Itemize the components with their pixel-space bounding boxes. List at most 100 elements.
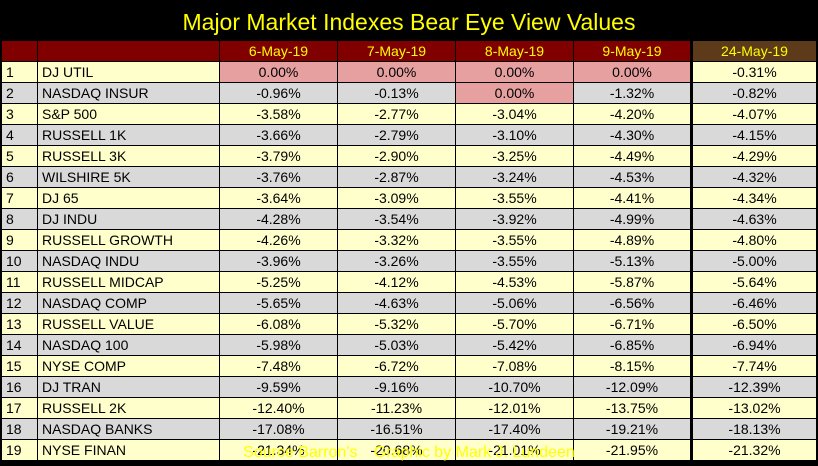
value-cell: -2.77% — [337, 103, 456, 125]
column-header: 24-May-19 — [690, 40, 817, 62]
row-rank: 4 — [1, 124, 38, 146]
index-name: NASDAQ INDU — [37, 250, 220, 272]
value-cell: -3.54% — [337, 208, 456, 230]
table-row: 9 RUSSELL GROWTH -4.26% -3.32% -3.55% -4.89% -… — [1, 229, 817, 251]
value-cell: -13.75% — [573, 397, 692, 419]
value-cell: -4.49% — [573, 145, 692, 167]
value-cell: -4.63% — [337, 292, 456, 314]
value-cell: -21.32% — [690, 439, 817, 461]
header-row: 6-May-19 7-May-19 8-May-19 9-May-19 24-May-1… — [1, 40, 817, 62]
value-cell: -21.34% — [219, 439, 338, 461]
index-name: S&P 500 — [37, 103, 220, 125]
value-cell: -0.31% — [690, 61, 817, 83]
row-rank: 12 — [1, 292, 38, 314]
row-rank: 11 — [1, 271, 38, 293]
value-cell: -4.32% — [690, 166, 817, 188]
table-row: 13 RUSSELL VALUE -6.08% -5.32% -5.70% -6.71% -… — [1, 313, 817, 335]
row-rank: 2 — [1, 82, 38, 104]
value-cell: -3.64% — [219, 187, 338, 209]
value-cell: -5.42% — [455, 334, 574, 356]
value-cell: -3.26% — [337, 250, 456, 272]
column-header: 8-May-19 — [455, 40, 574, 62]
value-cell: -0.96% — [219, 82, 338, 104]
value-cell: -6.85% — [573, 334, 692, 356]
index-name: RUSSELL 3K — [37, 145, 220, 167]
value-cell: -4.07% — [690, 103, 817, 125]
value-cell: -21.01% — [455, 439, 574, 461]
value-cell: -4.15% — [690, 124, 817, 146]
value-cell: -5.13% — [573, 250, 692, 272]
index-name: NASDAQ 100 — [37, 334, 220, 356]
value-cell: -7.74% — [690, 355, 817, 377]
value-cell: -5.70% — [455, 313, 574, 335]
value-cell: -4.20% — [573, 103, 692, 125]
footer-credit: Graphic by Mark J. Lundeen — [373, 444, 575, 461]
value-cell: -3.92% — [455, 208, 574, 230]
value-cell: -4.80% — [690, 229, 817, 251]
row-rank: 18 — [1, 418, 38, 440]
value-cell: -6.56% — [573, 292, 692, 314]
value-cell: -3.55% — [455, 250, 574, 272]
row-rank: 9 — [1, 229, 38, 251]
table-row: 4 RUSSELL 1K -3.66% -2.79% -3.10% -4.30% -4.15… — [1, 124, 817, 146]
value-cell: -4.12% — [337, 271, 456, 293]
value-cell: -11.23% — [337, 397, 456, 419]
value-cell: -19.21% — [573, 418, 692, 440]
index-name: RUSSELL MIDCAP — [37, 271, 220, 293]
value-cell: -6.71% — [573, 313, 692, 335]
value-cell: -3.96% — [219, 250, 338, 272]
value-cell: -18.13% — [690, 418, 817, 440]
value-cell: 0.00% — [573, 61, 692, 83]
value-cell: -0.82% — [690, 82, 817, 104]
index-name: NASDAQ COMP — [37, 292, 220, 314]
index-name: NYSE FINAN — [37, 439, 220, 461]
row-rank: 1 — [1, 61, 38, 83]
value-cell: -4.34% — [690, 187, 817, 209]
row-rank: 6 — [1, 166, 38, 188]
table-row: 10 NASDAQ INDU -3.96% -3.26% -3.55% -5.13% -5.… — [1, 250, 817, 272]
row-rank: 8 — [1, 208, 38, 230]
value-cell: -7.48% — [219, 355, 338, 377]
value-cell: 0.00% — [337, 61, 456, 83]
value-cell: -12.01% — [455, 397, 574, 419]
table-row: 16 DJ TRAN -9.59% -9.16% -10.70% -12.09% -12.3… — [1, 376, 817, 398]
row-rank: 15 — [1, 355, 38, 377]
table-row: 8 DJ INDU -4.28% -3.54% -3.92% -4.99% -4.63% — [1, 208, 817, 230]
footer: Source Barron's Graphic by Mark J. Lunde… — [0, 441, 818, 465]
value-cell: -21.95% — [573, 439, 692, 461]
value-cell: -3.09% — [337, 187, 456, 209]
value-cell: -5.65% — [219, 292, 338, 314]
value-cell: -5.87% — [573, 271, 692, 293]
value-cell: -5.98% — [219, 334, 338, 356]
value-cell: -5.25% — [219, 271, 338, 293]
table-row: 3 S&P 500 -3.58% -2.77% -3.04% -4.20% -4.07% — [1, 103, 817, 125]
index-name: WILSHIRE 5K — [37, 166, 220, 188]
value-cell: -4.53% — [573, 166, 692, 188]
value-cell: -0.13% — [337, 82, 456, 104]
row-rank: 19 — [1, 439, 38, 461]
row-rank: 5 — [1, 145, 38, 167]
table-row: 1 DJ UTIL 0.00% 0.00% 0.00% 0.00% -0.31% — [1, 61, 817, 83]
value-cell: -1.32% — [573, 82, 692, 104]
value-cell: -3.10% — [455, 124, 574, 146]
value-cell: -12.40% — [219, 397, 338, 419]
index-name: NYSE COMP — [37, 355, 220, 377]
row-rank: 10 — [1, 250, 38, 272]
table-row: 5 RUSSELL 3K -3.79% -2.90% -3.25% -4.49% -4.29… — [1, 145, 817, 167]
value-cell: -7.08% — [455, 355, 574, 377]
value-cell: -6.50% — [690, 313, 817, 335]
value-cell: -6.72% — [337, 355, 456, 377]
value-cell: -3.32% — [337, 229, 456, 251]
value-cell: -17.40% — [455, 418, 574, 440]
value-cell: -9.16% — [337, 376, 456, 398]
row-rank: 17 — [1, 397, 38, 419]
value-cell: -3.04% — [455, 103, 574, 125]
table-body: 1 DJ UTIL 0.00% 0.00% 0.00% 0.00% -0.31% 2 NASDA… — [1, 61, 817, 461]
index-name: NASDAQ INSUR — [37, 82, 220, 104]
footer-source: Source Barron's — [243, 444, 358, 461]
value-cell: -3.55% — [455, 187, 574, 209]
table-row: 7 DJ 65 -3.64% -3.09% -3.55% -4.41% -4.34% — [1, 187, 817, 209]
value-cell: 0.00% — [219, 61, 338, 83]
values-table: 6-May-19 7-May-19 8-May-19 9-May-19 24-May-1… — [1, 40, 817, 461]
